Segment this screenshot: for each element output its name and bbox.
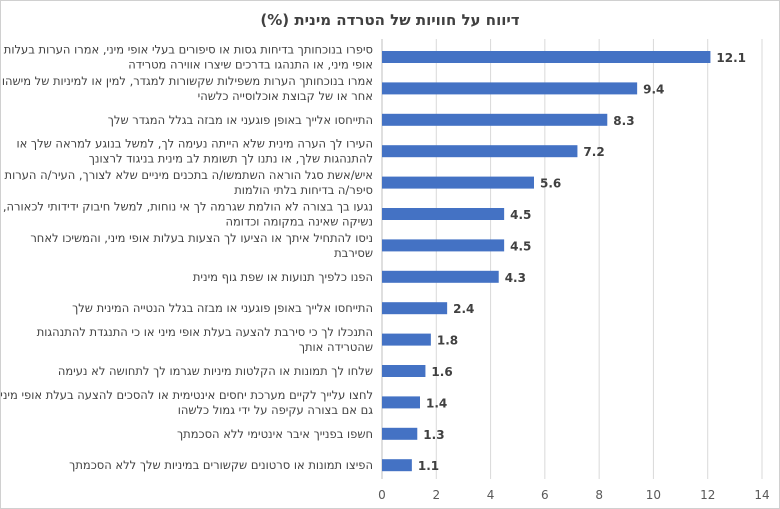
bar [382, 208, 505, 220]
x-tick-label: 6 [541, 488, 549, 502]
bar [382, 51, 711, 63]
category-label: ניסו להתחיל איתך או הציעו לך הצעות בעלות… [30, 231, 373, 245]
category-label: נשיקה שאינה במקומה וכדומה [225, 215, 373, 229]
category-label: אמרו בנוכחותך הערות משפילות שקשורות למגד… [2, 74, 373, 88]
category-labels: סיפרו בנוכחותך בדיחות גסות או סיפורים בע… [1, 43, 373, 473]
x-tick-label: 8 [595, 488, 603, 502]
x-tick-label: 4 [487, 488, 495, 502]
bars: 12.1 9.4 8.3 7.2 5.6 4.5 4.5 4.3 2.4 1.8 1.6 1.4 1.3… [382, 51, 746, 473]
category-label: לחצו עלייך לקיים מערכת יחסים אינטימית או… [1, 388, 373, 402]
data-label: 4.5 [510, 239, 531, 253]
category-label: התנכלו לך כי סירבת להצעה בעלת אופי מיני … [37, 325, 373, 339]
category-label: הפנו כלפיך תנועות או שפת גוף מינית [193, 270, 373, 284]
category-label: גם אם בצורה עקיפה על ידי גמול כלשהו [178, 403, 374, 417]
bar [382, 270, 499, 283]
x-axis-ticks: 0 2 4 6 8 10 12 14 [378, 488, 769, 502]
category-label: התייחסו אלייך באופן פוגעני או מבזה בגלל … [72, 301, 373, 315]
data-label: 8.3 [613, 114, 634, 128]
category-label: איש/אשת סגל הוראה השתמשו/ה בתכנים מיניים… [1, 168, 373, 182]
bar [382, 176, 534, 189]
data-label: 7.2 [583, 145, 604, 159]
data-label: 1.6 [431, 365, 452, 379]
bar [382, 82, 638, 95]
data-label: 12.1 [716, 51, 746, 65]
bar [382, 333, 431, 346]
x-tick-label: 0 [378, 488, 386, 502]
category-label: אחר או של קבוצת אוכלוסייה כלשהי [198, 89, 373, 103]
x-tick-label: 14 [754, 488, 769, 502]
data-label: 2.4 [453, 302, 474, 316]
data-label: 1.8 [437, 334, 458, 348]
category-label: סיפר/ה בדיחות בלתי הולמות [234, 183, 373, 197]
category-label: סיפרו בנוכחותך בדיחות גסות או סיפורים בע… [4, 43, 373, 57]
category-label: שהטרידה אותך [299, 340, 373, 354]
category-label: חשפו בפנייך איבר אינטימי ללא הסכמתך [177, 427, 373, 441]
x-tick-label: 2 [432, 488, 440, 502]
gridlines [381, 39, 763, 479]
data-label: 1.1 [418, 459, 439, 473]
bar [382, 145, 578, 158]
bar [382, 302, 448, 315]
bar [382, 239, 505, 252]
data-label: 1.4 [426, 396, 447, 410]
data-label: 5.6 [540, 177, 561, 191]
bar [382, 113, 608, 126]
bar [382, 365, 426, 377]
data-label: 1.3 [423, 428, 444, 442]
bar [382, 427, 418, 440]
data-label: 9.4 [643, 82, 664, 96]
category-label: התייחסו אלייך באופן פוגעני או מבזה בגלל … [108, 113, 373, 127]
category-label: נגעו בך בצורה לא הולמת שגרמה לך אי נוחות… [3, 200, 373, 214]
category-label: להתנהגות שלך, או נתנו לך תשומת לב מינית … [89, 152, 373, 166]
data-label: 4.5 [510, 208, 531, 222]
category-label: הפיצו תמונות או סרטונים שקשורים במיניות … [69, 458, 373, 472]
category-label: העירו לך הערה מינית שלא הייתה נעימה לך, … [16, 137, 373, 151]
bar [382, 396, 420, 409]
bar [382, 459, 412, 472]
x-tick-label: 10 [646, 488, 661, 502]
category-label: שלחו לך תמונות או הקלטות מיניות שגרמו לך… [58, 364, 373, 378]
x-tick-label: 12 [700, 488, 715, 502]
category-label: אופי מיני, או התנהגו בדרכים שיצרו אווירה… [128, 58, 373, 72]
category-label: שסירבת [334, 246, 373, 260]
chart-title: דיווח על חוויות של הטרדה מינית (%) [260, 11, 519, 29]
data-label: 4.3 [505, 271, 526, 285]
